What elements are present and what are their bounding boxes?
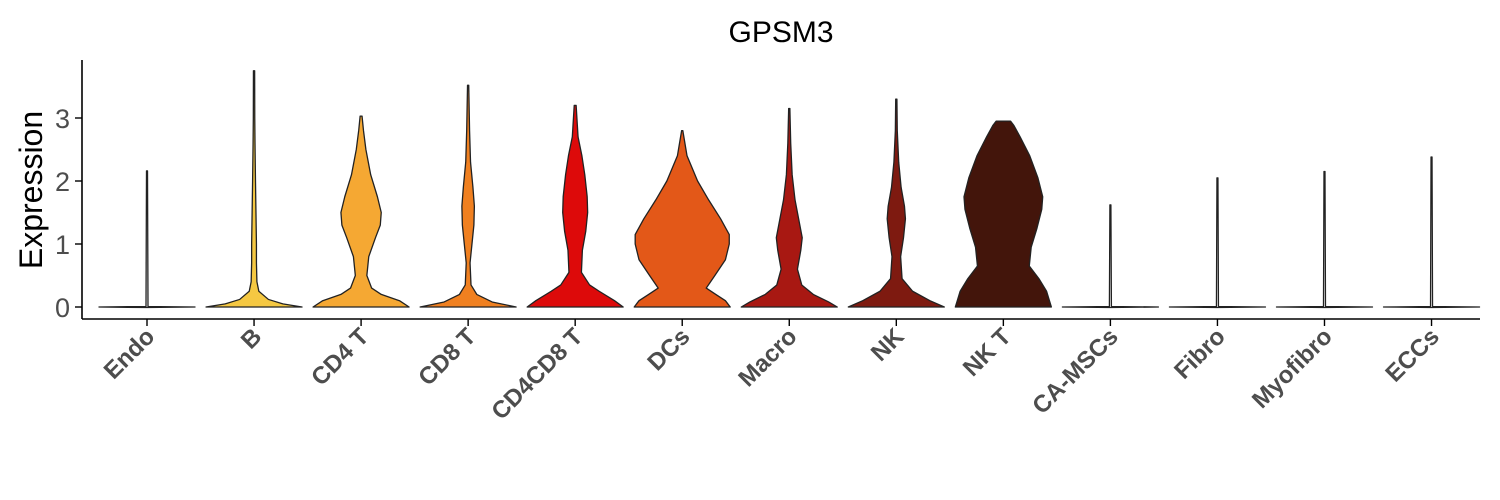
x-tick-label-cd4-t: CD4 T (306, 323, 374, 391)
x-tick-label-nk: NK (866, 323, 910, 367)
violin-myofibro (1275, 170, 1374, 309)
axes-layer (81, 60, 1480, 320)
x-tick-label-dcs: DCs (642, 323, 695, 376)
x-tick-label-fibro: Fibro (1169, 323, 1231, 385)
y-tick-label-0: 0 (55, 293, 70, 323)
violin-endo (98, 170, 196, 309)
x-ticks-layer: Endo B CD4 T CD8 T CD4CD8 T DCs Macro NK NK T CA-… (99, 319, 1445, 425)
violin-nk (847, 98, 945, 308)
x-tick-label-macro: Macro (733, 323, 802, 392)
violin-b (205, 70, 303, 308)
y-ticks-layer: 0 1 2 3 (55, 104, 82, 323)
y-tick-label-3: 3 (55, 104, 70, 134)
violin-dcs (633, 129, 731, 308)
y-axis-label: Expression (13, 111, 49, 269)
x-tick-label-eccs: ECCs (1380, 323, 1444, 387)
y-tick-label-2: 2 (55, 167, 70, 197)
x-tick-label-b: B (236, 323, 267, 354)
violin-macro (740, 107, 838, 308)
x-tick-label-cd4cd8-t: CD4CD8 T (486, 323, 588, 425)
violins-layer (98, 70, 1481, 309)
x-tick-label-cd8-t: CD8 T (413, 323, 481, 391)
chart-title: GPSM3 (728, 16, 833, 49)
violin-cd4-t (312, 115, 410, 308)
violin-ca-mscs (1061, 204, 1160, 309)
x-tick-label-myofibro: Myofibro (1247, 323, 1338, 414)
violin-cd4cd8-t (526, 104, 624, 308)
x-tick-label-ca-mscs: CA-MSCs (1027, 323, 1123, 419)
violin-eccs (1382, 156, 1481, 309)
y-tick-label-1: 1 (55, 230, 70, 260)
violin-cd8-t (419, 84, 517, 308)
x-tick-label-endo: Endo (99, 323, 161, 385)
x-tick-label-nk-t: NK T (958, 323, 1017, 382)
violin-nk-t (954, 120, 1053, 308)
violin-fibro (1168, 177, 1267, 309)
